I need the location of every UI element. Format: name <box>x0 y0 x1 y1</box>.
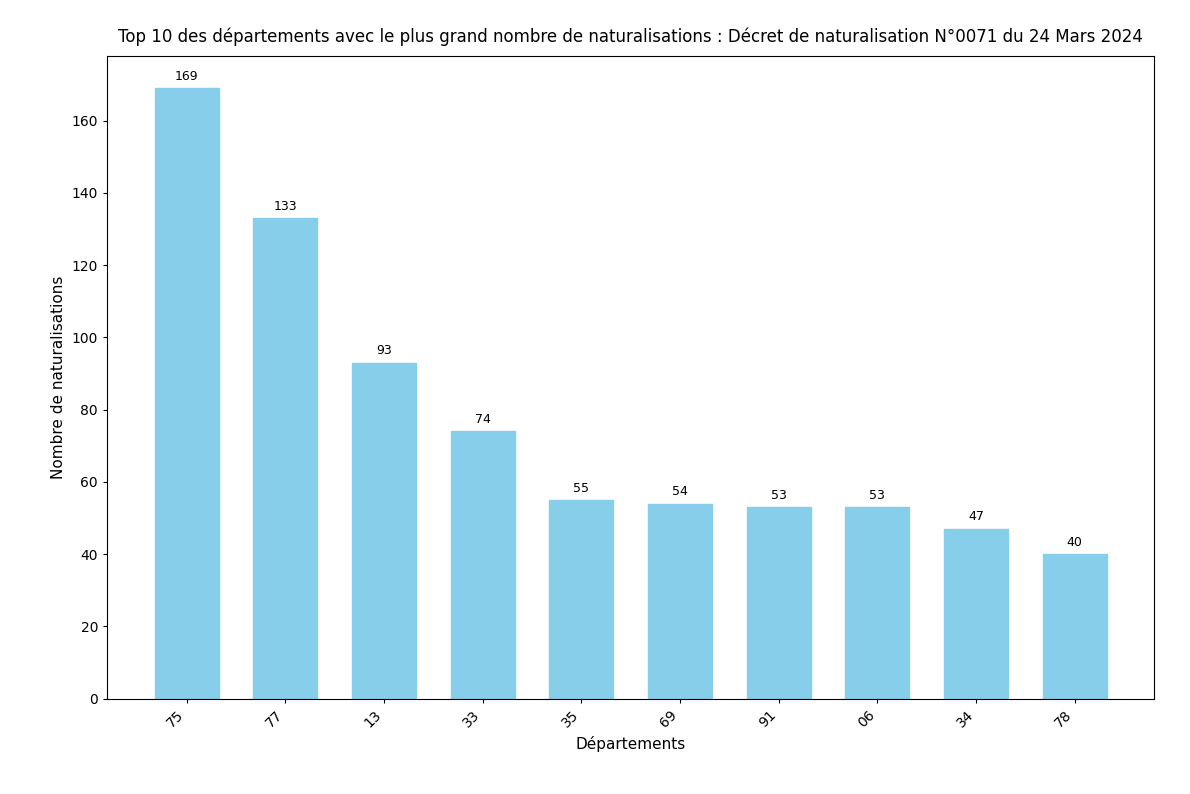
Text: 93: 93 <box>376 345 392 357</box>
Text: 133: 133 <box>274 200 298 213</box>
Title: Top 10 des départements avec le plus grand nombre de naturalisations : Décret de: Top 10 des départements avec le plus gra… <box>118 27 1144 46</box>
Bar <box>944 529 1008 699</box>
Bar <box>253 218 318 699</box>
Text: 54: 54 <box>672 485 688 498</box>
Bar <box>649 503 712 699</box>
Bar <box>550 500 613 699</box>
X-axis label: Départements: Départements <box>576 736 685 752</box>
Text: 40: 40 <box>1066 536 1083 549</box>
Bar <box>1042 554 1107 699</box>
Bar <box>352 363 416 699</box>
Text: 53: 53 <box>870 489 885 502</box>
Bar <box>746 507 810 699</box>
Text: 74: 74 <box>475 413 490 426</box>
Bar <box>451 431 515 699</box>
Text: 53: 53 <box>771 489 787 502</box>
Text: 47: 47 <box>967 511 984 523</box>
Bar <box>845 507 909 699</box>
Text: 169: 169 <box>175 70 199 83</box>
Y-axis label: Nombre de naturalisations: Nombre de naturalisations <box>51 276 65 479</box>
Text: 55: 55 <box>574 482 589 495</box>
Bar <box>155 88 219 699</box>
